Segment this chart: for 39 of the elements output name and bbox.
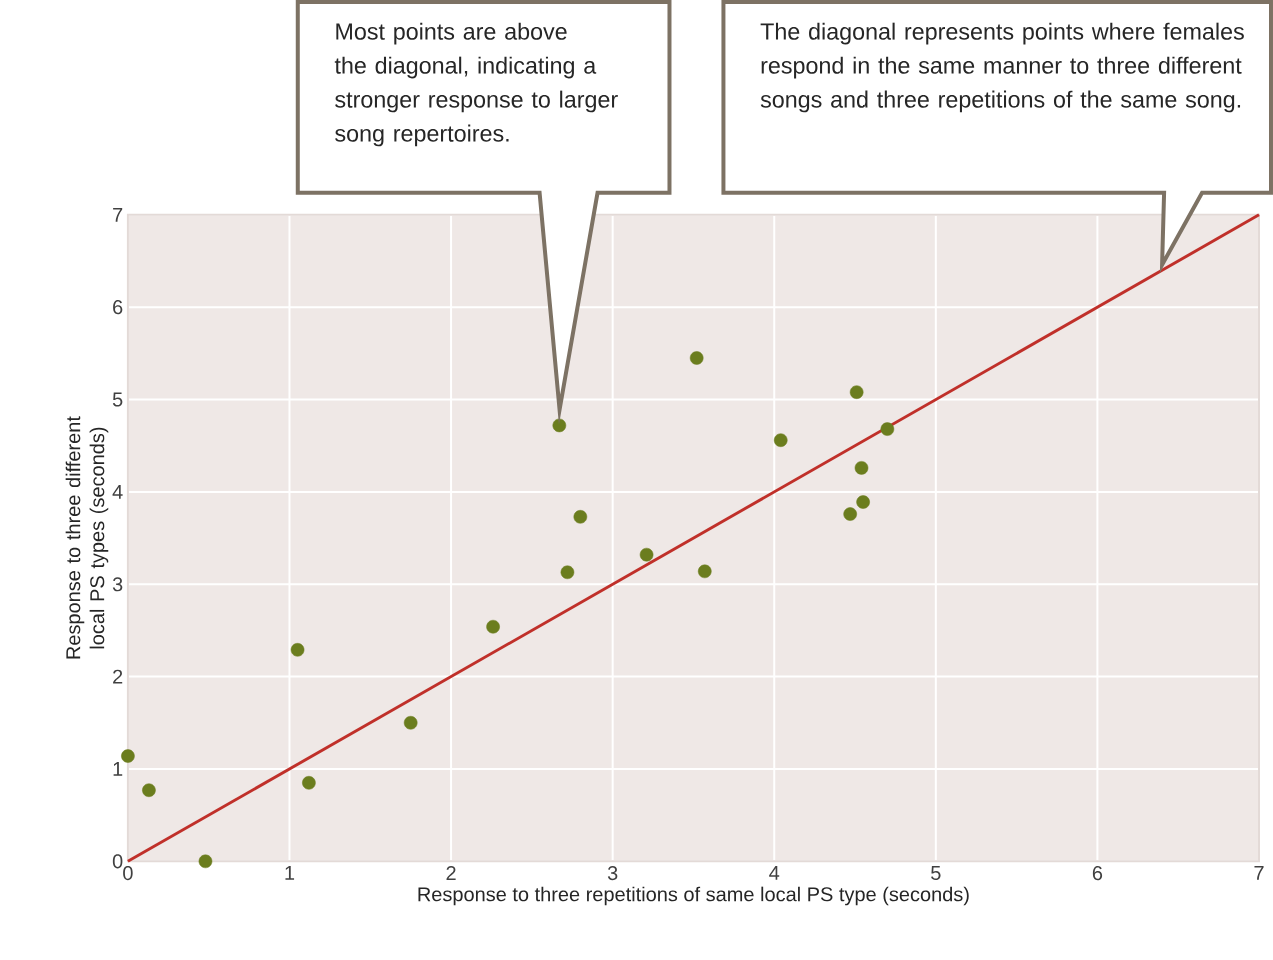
y-tick-label: 5 — [112, 392, 123, 407]
y-tick-label: 3 — [112, 577, 123, 592]
y-tick-label: 7 — [113, 207, 123, 222]
point — [773, 433, 788, 447]
point — [552, 418, 567, 433]
x-tick-label: 1 — [285, 865, 295, 880]
point — [142, 783, 156, 797]
point — [486, 619, 500, 634]
y-tick-label: 2 — [113, 669, 123, 684]
x-tick-label: 2 — [446, 865, 456, 880]
x-tick-label: 3 — [607, 865, 618, 881]
point — [856, 495, 870, 509]
point — [560, 565, 575, 579]
point — [843, 507, 857, 521]
y-tick-label: 1 — [113, 761, 123, 776]
point — [198, 854, 213, 868]
point — [573, 509, 588, 524]
text: Most points are above the diagonal, indicating a stronger response to larger song repertoires. — [334, 22, 618, 147]
point — [290, 642, 305, 657]
point — [880, 422, 895, 436]
x-tick-label: 6 — [1092, 865, 1103, 881]
y-tick-label: 4 — [112, 484, 123, 499]
point — [639, 547, 654, 562]
point — [849, 385, 864, 399]
point — [403, 715, 418, 730]
text: The diagonal represents points where females respond in the same manner to three different songs and three repetitions of the same song. — [760, 22, 1244, 113]
y-axis-title: Response to three different local PS types (seconds) — [65, 416, 109, 659]
x-tick-label: 4 — [769, 865, 780, 880]
y-tick-label: 6 — [113, 300, 123, 315]
point — [302, 775, 316, 790]
x-tick-label: 0 — [123, 865, 133, 881]
point — [854, 461, 869, 475]
x-tick-label: 7 — [1254, 865, 1264, 880]
x-axis-title: Response to three repetitions of same local PS type (seconds) — [418, 886, 969, 906]
y-tick-label: 0 — [112, 854, 123, 869]
point — [121, 749, 135, 763]
point — [697, 564, 712, 578]
point — [689, 351, 704, 365]
x-tick-label: 5 — [931, 865, 941, 880]
